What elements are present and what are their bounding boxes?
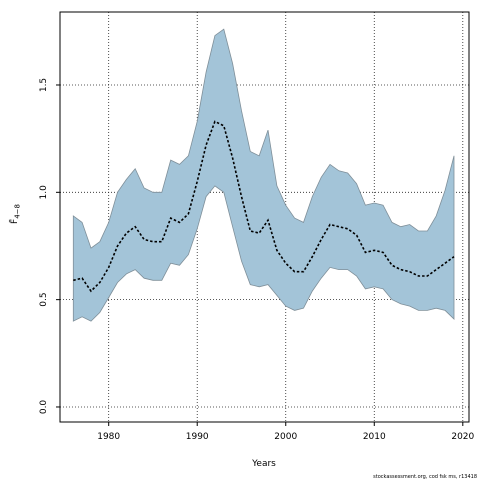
- data-layer: [72, 28, 455, 322]
- x-tick-label-2010: 2010: [363, 432, 386, 442]
- y-axis-title-subscript: 4−8: [14, 204, 22, 219]
- x-tick-label-1980: 1980: [97, 432, 120, 442]
- y-axis-title: F̄4−8: [8, 204, 21, 224]
- y-axis-title-main: F̄: [8, 219, 20, 224]
- tick-layer: 1980 1990 2000 2010 2020 0.0 0.5 1.0 1.5: [39, 78, 475, 442]
- x-tick-label-2000: 2000: [274, 432, 297, 442]
- y-axis-title-group: F̄4−8: [8, 204, 21, 224]
- y-tick-label-3: 1.5: [39, 78, 49, 92]
- confidence-band: [72, 28, 455, 322]
- plot-frame: [59, 11, 470, 423]
- y-tick-label-1: 0.5: [39, 292, 49, 306]
- y-tick-label-0: 0.0: [39, 400, 49, 415]
- x-tick-label-2020: 2020: [451, 432, 474, 442]
- x-tick-label-1990: 1990: [186, 432, 209, 442]
- x-axis-title: Years: [251, 459, 276, 469]
- y-tick-label-2: 1.0: [39, 185, 49, 200]
- estimate-line: [73, 120, 455, 293]
- credit-text: stockassessment.org, cod fsk ms, r13418: [373, 474, 477, 480]
